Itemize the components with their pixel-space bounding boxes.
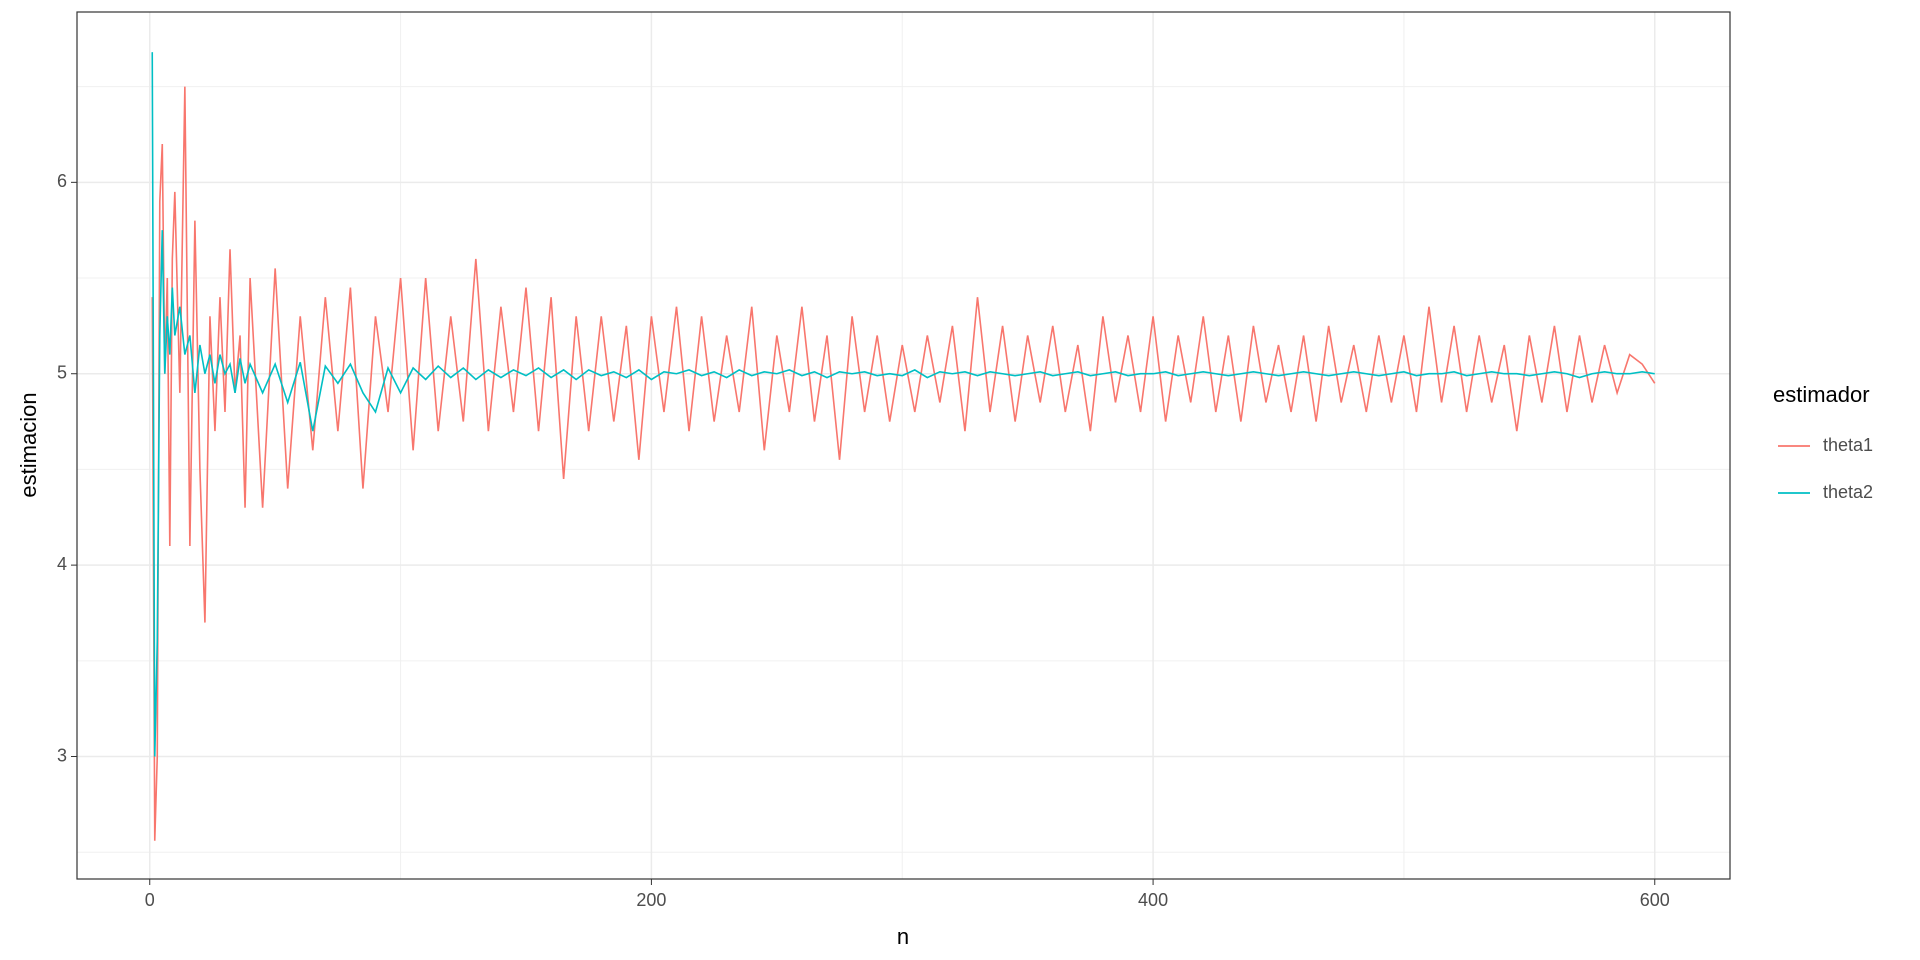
legend-label: theta2 [1823, 482, 1873, 502]
legend-label: theta1 [1823, 435, 1873, 455]
plot-border [76, 11, 1731, 880]
x-tick-label: 400 [1138, 890, 1168, 910]
y-tick-label: 6 [57, 171, 67, 191]
x-tick-label: 600 [1640, 890, 1670, 910]
x-tick-label: 0 [145, 890, 155, 910]
y-tick-label: 5 [57, 362, 67, 382]
x-axis-title: n [897, 924, 909, 949]
plot-background [77, 12, 1730, 879]
y-axis-title: estimacion [16, 392, 41, 497]
y-tick-label: 4 [57, 554, 67, 574]
legend-title: estimador [1773, 382, 1870, 407]
y-tick-label: 3 [57, 745, 67, 765]
line [151, 86, 1656, 841]
line [151, 52, 1655, 757]
x-tick-label: 200 [636, 890, 666, 910]
